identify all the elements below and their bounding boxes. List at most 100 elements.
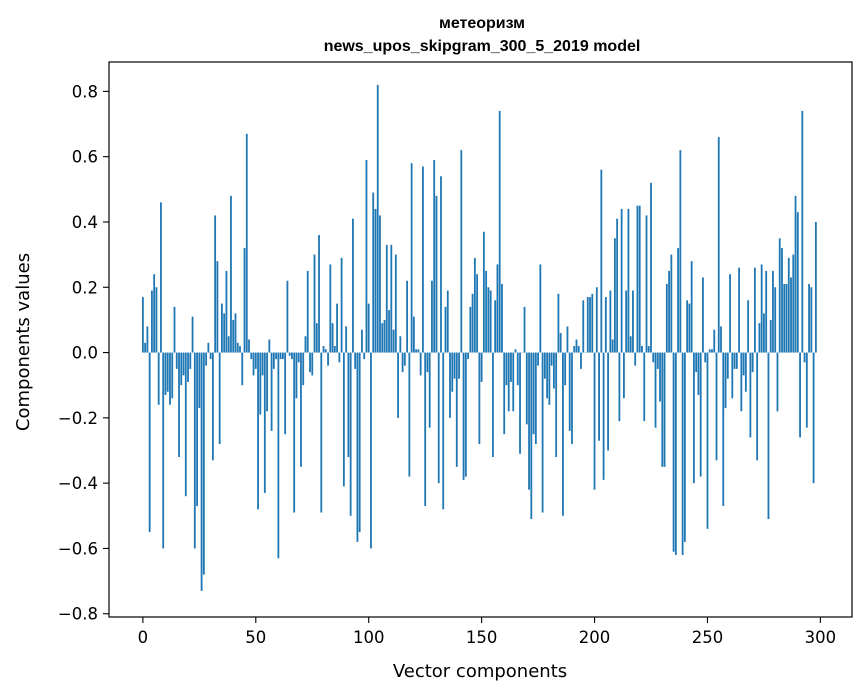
bar [697,352,700,395]
bar [297,352,300,363]
bar [397,352,399,418]
bar [674,352,677,555]
bar [218,352,221,444]
bar [571,352,573,444]
bar [431,280,433,353]
bar [428,352,431,428]
bar [593,352,596,490]
bar [236,342,239,353]
bar [492,352,494,458]
bar [722,352,725,506]
bar [291,352,293,360]
bar [412,316,415,353]
bar [632,290,634,353]
bar [652,352,655,363]
bar [781,248,783,353]
bar [331,323,334,353]
bar [589,297,591,353]
bar [469,306,472,353]
bar [711,349,713,353]
x-axis-label: Vector components [393,661,567,682]
bar [209,352,212,360]
bar [514,349,517,353]
bar [720,326,722,353]
bar [189,352,192,369]
bar [440,176,442,353]
y-tick-label: −0.2 [58,409,98,428]
bar [286,280,289,353]
bar [772,270,774,353]
y-tick-label: 0.2 [72,278,98,297]
y-tick-label: −0.8 [58,605,98,624]
bar [302,352,305,386]
bar [715,352,718,461]
bar [342,352,345,487]
chart-title: метеоризм [439,15,525,32]
bar [629,336,632,353]
bar [442,352,445,510]
bar [598,352,600,441]
bar [733,352,736,369]
bar [275,352,278,360]
bar [654,352,657,428]
bar [354,352,357,369]
bar [392,329,395,353]
bar [196,352,198,506]
bar [223,313,226,353]
y-tick-label: 0.0 [72,344,98,363]
x-axis-ticks: 0 50 100 150 200 250 300 [138,617,837,647]
bar [747,300,750,353]
bar [318,235,320,353]
bar [211,352,214,461]
bar [627,208,630,353]
bar [668,270,670,353]
bar [778,238,781,353]
x-tick-label: 0 [138,628,149,647]
bar [315,323,318,353]
bar [507,352,510,412]
bar [320,352,323,513]
bar [595,287,598,353]
bar [171,352,174,399]
bar [602,352,605,480]
y-tick-label: 0.6 [72,148,98,167]
bar [358,352,361,533]
bar [270,352,273,431]
bar [187,352,189,382]
bar [225,270,228,353]
x-tick-label: 300 [805,628,837,647]
bar [182,352,185,376]
bar [609,290,612,353]
bar [683,352,686,542]
bar [729,274,731,353]
bar [659,352,661,402]
bar [546,352,549,399]
bar [281,352,284,360]
bar [401,352,404,373]
bar [760,264,763,353]
bar [169,352,171,405]
bar [482,231,485,353]
bar [706,352,709,529]
bar [744,352,747,392]
bar [347,352,350,458]
y-axis-ticks: −0.8 −0.6 −0.4 −0.2 0.0 0.2 0.4 0.6 0.8 [58,82,109,624]
bar [148,352,151,533]
bar [616,218,619,353]
bar [254,352,257,369]
bar [756,352,759,461]
bar [175,352,178,369]
bar [485,270,488,353]
bar [726,352,729,379]
bar [638,205,641,353]
bar [814,221,817,353]
bar [141,297,144,353]
bar [636,205,639,353]
bar [410,163,413,353]
bar [537,352,539,366]
bar [221,303,223,353]
bar [699,352,702,477]
x-tick-label: 100 [353,628,385,647]
bar [324,349,327,353]
bar [790,277,792,353]
